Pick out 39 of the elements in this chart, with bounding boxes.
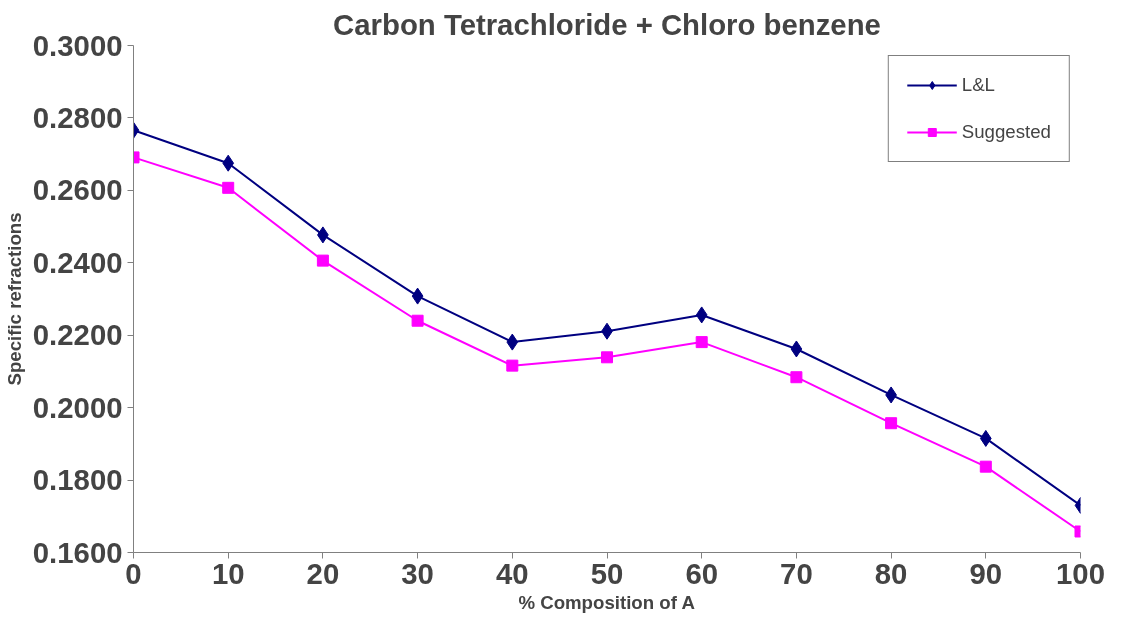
y-tick-label: 0.2000	[32, 390, 123, 424]
y-tick-label: 0.2400	[32, 245, 123, 279]
y-tick-label: 0.1800	[32, 463, 123, 497]
x-tick-label: 40	[495, 556, 529, 590]
point	[506, 333, 519, 351]
x-tick-label: 100	[1056, 556, 1105, 590]
x-tick-label: 0	[125, 556, 142, 590]
x-tick-label: 70	[780, 556, 813, 590]
x-tick-label: 90	[969, 556, 1003, 590]
point	[411, 287, 424, 305]
y-axis-title: Specific refractions	[3, 212, 25, 386]
point	[695, 306, 708, 324]
y-tick-label: 0.2200	[32, 318, 123, 352]
point	[506, 359, 519, 372]
legend-label: Suggested	[961, 121, 1051, 143]
point	[979, 460, 992, 473]
legend-label: L&L	[961, 74, 995, 96]
y-tick-label: 0.2600	[32, 173, 123, 207]
point	[601, 351, 613, 364]
x-tick-label: 20	[306, 556, 340, 590]
x-tick-label: 80	[874, 556, 908, 590]
point	[790, 371, 803, 384]
x-tick-label: 50	[590, 556, 624, 590]
point	[979, 429, 992, 447]
chart-title: Carbon Tetrachloride + Chloro benzene	[333, 7, 881, 41]
point	[695, 336, 708, 349]
point	[316, 254, 329, 267]
y-tick-label: 0.3000	[32, 28, 123, 62]
point	[222, 154, 235, 172]
point	[885, 417, 898, 430]
y-tick-label: 0.1600	[32, 535, 123, 569]
x-tick-label: 10	[211, 556, 245, 590]
x-tick-label: 60	[685, 556, 719, 590]
point	[790, 340, 803, 358]
point	[411, 314, 424, 327]
point	[222, 181, 235, 194]
x-tick-label: 30	[401, 556, 434, 590]
y-tick-label: 0.2800	[32, 100, 123, 134]
x-axis-title: % Composition of A	[518, 591, 695, 613]
